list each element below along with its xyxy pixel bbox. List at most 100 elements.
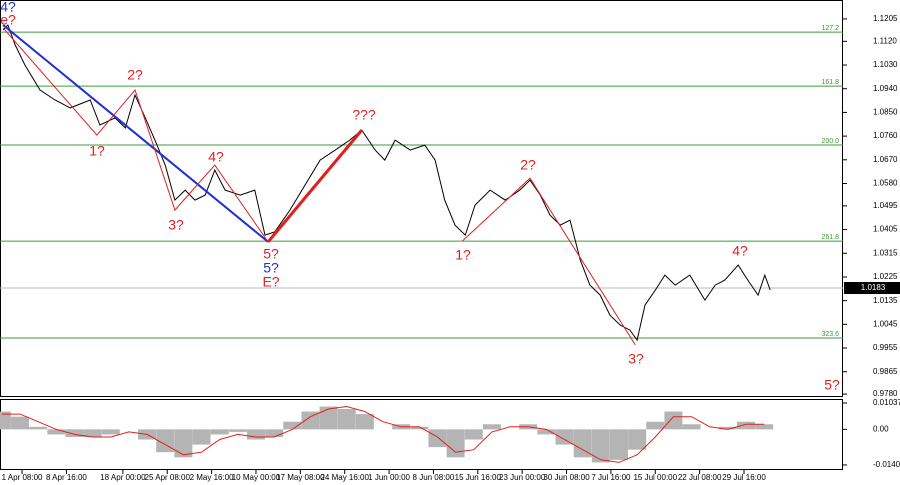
histogram-bar (682, 424, 701, 430)
wave-label: 1? (89, 143, 105, 159)
histogram-bar (446, 429, 465, 458)
y-tick-label: 1.1205 (873, 14, 898, 23)
wave-label: e? (0, 12, 16, 28)
signal-line (1, 405, 765, 463)
histogram-bar (265, 429, 284, 437)
wave-label: 5? (263, 260, 279, 276)
fib-label: 127.2 (821, 25, 839, 32)
histogram-bar (337, 409, 356, 430)
histogram-bar (428, 429, 447, 448)
wave-label: 4? (0, 0, 16, 15)
wave-label: 2? (127, 67, 143, 83)
x-tick-label: 22 Jul 08:00 (678, 473, 722, 482)
x-tick-label: 29 Jul 16:00 (722, 473, 766, 482)
wave-label: 5? (824, 377, 840, 393)
price-line (2, 24, 771, 342)
y-tick-label: 1.0495 (873, 201, 898, 210)
histogram-bar (11, 416, 30, 430)
y-tick-label: 1.0670 (873, 155, 898, 164)
histogram-bar (246, 429, 265, 440)
x-tick-label: 15 Jul 00:00 (633, 473, 677, 482)
histogram-bar (174, 429, 193, 458)
y-tick-label: 0.9865 (873, 367, 898, 376)
histogram-bar (301, 411, 320, 430)
wave-label: 5? (263, 246, 279, 262)
wave-label: 2? (520, 157, 536, 173)
price-line (2, 27, 636, 346)
histogram-bar (737, 421, 756, 430)
histogram-bar (319, 406, 338, 430)
y-tick-label: 1.0135 (873, 296, 898, 305)
y-tick-label: 0.01037 (873, 398, 900, 407)
histogram-bar (718, 426, 737, 430)
wave-label: 1? (455, 247, 471, 263)
y-tick-label: 1.0580 (873, 179, 898, 188)
fib-label: 323.6 (821, 331, 839, 338)
y-tick-label: 1.0405 (873, 225, 898, 234)
wave-label: 4? (732, 243, 748, 259)
histogram-bar (591, 429, 610, 463)
fib-label: 200.0 (821, 138, 839, 145)
histogram-bar (47, 429, 66, 435)
histogram-bar (609, 429, 628, 460)
histogram-bar (0, 411, 11, 430)
histogram-bar (755, 424, 774, 430)
histogram-bar (192, 429, 211, 445)
x-tick-label: 1 Apr 08:00 (2, 473, 43, 482)
wave-label: E? (262, 274, 279, 290)
histogram-bar (65, 429, 84, 437)
histogram-bar (29, 426, 48, 430)
x-tick-label: 17 May 08:00 (276, 473, 325, 482)
y-tick-label: 1.0850 (873, 108, 898, 117)
x-tick-label: 8 Jun 08:00 (413, 473, 455, 482)
price-panel (0, 0, 843, 397)
wave-label: 3? (168, 217, 184, 233)
x-tick-label: 1 Jun 00:00 (368, 473, 410, 482)
wave-label: ??? (352, 107, 376, 123)
histogram-bar (664, 411, 683, 430)
histogram-bar (355, 414, 374, 430)
last-price-box (844, 282, 900, 295)
x-tick-label: 7 Jul 16:00 (591, 473, 631, 482)
y-tick-label: 1.0225 (873, 272, 898, 281)
price-line (2, 24, 269, 243)
y-tick-label: 1.0315 (873, 248, 898, 257)
oscillator-panel (0, 399, 843, 470)
histogram-bar (628, 429, 647, 450)
price-line (266, 129, 363, 243)
histogram-bar (83, 429, 102, 437)
histogram-bar (410, 426, 429, 430)
fib-label: 261.8 (821, 234, 839, 241)
x-tick-label: 23 Jun 00:00 (499, 473, 546, 482)
x-tick-label: 8 Apr 16:00 (46, 473, 87, 482)
fib-label: 161.8 (821, 79, 839, 86)
histogram-bar (555, 429, 574, 445)
last-price-label: 1.0183 (861, 283, 886, 292)
wave-label: 3? (628, 351, 644, 367)
x-tick-label: 25 Apr 08:00 (145, 473, 191, 482)
y-tick-label: 1.0940 (873, 84, 898, 93)
histogram-bar (101, 429, 120, 435)
x-tick-label: 15 Jun 16:00 (455, 473, 502, 482)
histogram-bar (283, 421, 302, 430)
x-tick-label: 2 May 16:00 (190, 473, 235, 482)
histogram-bar (210, 429, 229, 435)
y-tick-label: 0.9955 (873, 343, 898, 352)
y-tick-label: 1.1120 (873, 36, 897, 45)
x-tick-label: 18 Apr 00:00 (100, 473, 146, 482)
histogram-bar (228, 429, 247, 432)
histogram-bar (573, 429, 592, 458)
histogram-bar (646, 421, 665, 430)
y-tick-label: 1.1030 (873, 60, 898, 69)
y-tick-label: 0.9780 (873, 389, 898, 398)
x-tick-label: 24 May 16:00 (320, 473, 369, 482)
x-tick-label: 10 May 00:00 (232, 473, 281, 482)
histogram-bar (464, 429, 483, 440)
y-tick-label: 0.00 (873, 424, 889, 433)
histogram-bar (156, 429, 175, 453)
histogram-bar (537, 429, 556, 435)
y-tick-label: 1.0045 (873, 319, 898, 328)
wave-label: 4? (208, 149, 224, 165)
